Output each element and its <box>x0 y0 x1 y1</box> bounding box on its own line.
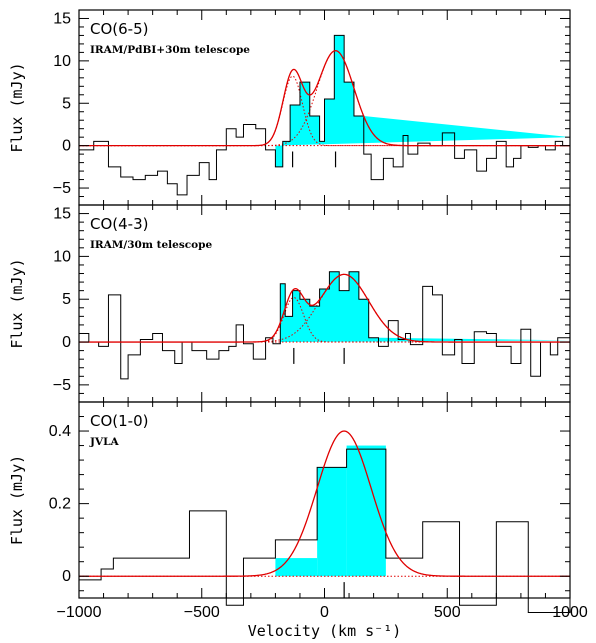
panel-title: CO(4-3) <box>90 215 148 233</box>
panel-subtitle: IRAM/30m telescope <box>90 239 212 251</box>
y-axis-label: Flux (mJy) <box>8 455 26 545</box>
fit-total <box>79 50 570 147</box>
panel-title: CO(1-0) <box>90 412 148 430</box>
y-tick-label: 15 <box>53 206 71 223</box>
y-tick-label: 10 <box>53 248 71 265</box>
panel-title: CO(6-5) <box>90 20 148 38</box>
x-tick-label: −500 <box>184 604 220 621</box>
spectrum-histogram <box>79 34 571 196</box>
x-axis-label: Velocity (km s⁻¹) <box>248 622 402 640</box>
y-tick-label: 15 <box>53 10 71 27</box>
y-tick-label: −5 <box>53 377 71 394</box>
panel-middle: −5 0 5 10 15 Flux (mJy) CO(4-3) IRAM/30m telesc… <box>8 204 571 403</box>
panel-top: −5 0 5 10 15 Flux (mJy) CO(6-5) IRAM/PdBI+30m t… <box>8 9 571 206</box>
fill-region <box>280 271 570 343</box>
y-tick-label: 10 <box>53 53 71 70</box>
fit-total <box>79 430 570 577</box>
spectrum-histogram <box>79 448 571 614</box>
fit-total <box>79 273 570 343</box>
y-tick-label: 0 <box>62 138 71 155</box>
y-tick-label: 5 <box>62 291 71 308</box>
fill-bar-1 <box>317 467 347 577</box>
panel-subtitle: IRAM/PdBI+30m telescope <box>90 44 250 56</box>
panel-subtitle: JVLA <box>89 436 119 448</box>
y-tick-label: 0.2 <box>49 496 71 513</box>
y-tick-label: 0.4 <box>49 423 71 440</box>
x-tick-label: −1000 <box>57 604 102 621</box>
fill-bar-0 <box>275 558 318 577</box>
y-tick-label: 5 <box>62 95 71 112</box>
y-axis-label: Flux (mJy) <box>8 62 26 152</box>
x-tick-label: 0 <box>320 604 329 621</box>
panel-bottom: 0 0.2 0.4 Flux (mJy) CO(1-0) JVLA −1000 −500 0 50… <box>8 401 588 640</box>
x-tick-label: 500 <box>434 604 461 621</box>
fill-bar-2 <box>346 445 386 577</box>
y-axis-label: Flux (mJy) <box>8 258 26 348</box>
x-tick-label: 1000 <box>552 604 588 621</box>
y-tick-label: −5 <box>53 180 71 197</box>
y-tick-label: 0 <box>62 334 71 351</box>
fill-region <box>275 35 570 167</box>
y-tick-label: 0 <box>62 568 71 585</box>
spectrum-histogram <box>79 271 571 380</box>
